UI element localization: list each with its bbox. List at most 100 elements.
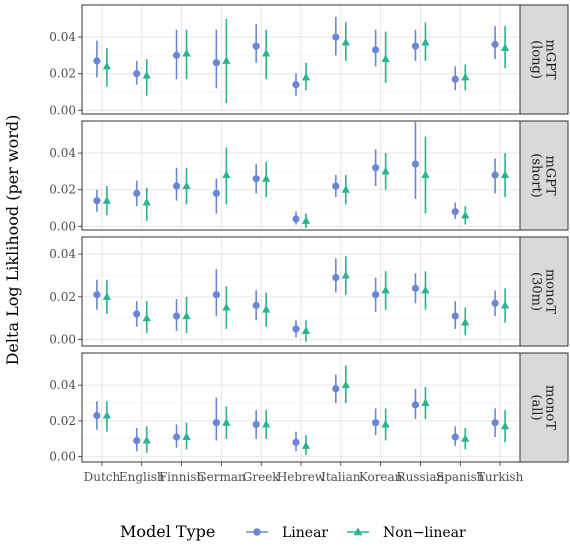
point-nonlinear	[381, 285, 390, 294]
point-nonlinear	[500, 170, 510, 179]
point-nonlinear	[102, 411, 112, 419]
point-nonlinear	[182, 49, 191, 57]
point-linear	[292, 325, 300, 333]
x-tick-label: Dutch	[84, 470, 121, 484]
facet-strip-label: mGPT(short)	[528, 153, 557, 197]
point-nonlinear	[262, 49, 271, 57]
facet-strip-label-line2: (all)	[528, 394, 543, 420]
point-linear	[172, 51, 181, 59]
point-nonlinear	[421, 285, 430, 294]
point-linear	[332, 33, 340, 41]
point-nonlinear	[461, 72, 470, 81]
point-nonlinear	[182, 181, 191, 190]
y-axis-title: Delta Log Liklihood (per word)	[3, 115, 22, 366]
point-linear	[491, 40, 499, 48]
facet-strip-label: mGPT(long)	[528, 39, 557, 79]
point-nonlinear	[182, 432, 191, 440]
facet-strip-label-line1: mGPT	[543, 155, 558, 195]
point-linear	[292, 438, 300, 446]
legend-label: Non−linear	[383, 525, 466, 541]
panel-3: 0.00 0.02 0.04 monoT(30m)	[49, 236, 569, 347]
point-linear	[252, 301, 260, 309]
facet-strip-label-line2: (long)	[528, 40, 543, 79]
legend-key-triangle	[353, 527, 363, 536]
point-linear	[133, 70, 141, 78]
facet-strip	[519, 236, 569, 347]
point-nonlinear	[142, 198, 151, 206]
point-linear	[252, 42, 260, 50]
point-nonlinear	[262, 419, 271, 428]
point-nonlinear	[500, 421, 510, 430]
point-nonlinear	[461, 434, 470, 442]
point-linear	[292, 215, 300, 223]
point-nonlinear	[461, 317, 470, 326]
point-nonlinear	[341, 185, 350, 193]
facet-strip-label-line1: monoT	[543, 385, 558, 430]
point-linear	[252, 175, 260, 183]
point-nonlinear	[222, 303, 231, 311]
facet-strip-label-line2: (short)	[528, 153, 543, 197]
point-linear	[411, 284, 420, 292]
point-linear	[491, 171, 499, 179]
point-linear	[133, 310, 141, 318]
point-linear	[411, 160, 420, 168]
y-tick-label: 0.04	[49, 247, 76, 261]
y-tick-label: 0.04	[49, 30, 76, 44]
legend-title: Model Type	[120, 522, 215, 541]
panel-4: 0.00 0.02 0.04 monoT(all)	[49, 352, 569, 464]
point-nonlinear	[102, 196, 112, 204]
facet-strip-label-line1: mGPT	[543, 39, 558, 79]
legend-key-circle	[253, 528, 261, 536]
point-linear	[212, 59, 220, 67]
point-linear	[332, 274, 340, 282]
point-nonlinear	[301, 72, 311, 81]
x-axis-tick-labels: DutchEnglishFinnishGermanGreekHebrewItal…	[84, 462, 524, 484]
y-tick-label: 0.00	[49, 450, 76, 464]
point-linear	[212, 189, 220, 197]
y-tick-label: 0.02	[49, 183, 76, 197]
point-linear	[133, 189, 141, 197]
facet-strip	[519, 120, 569, 231]
point-linear	[93, 291, 101, 299]
point-nonlinear	[341, 380, 350, 389]
point-nonlinear	[142, 313, 151, 322]
panels: 0.000.020.04mGPT(long)0.000.020.04mGPT(s…	[49, 4, 569, 464]
point-linear	[172, 433, 181, 441]
point-linear	[252, 420, 260, 429]
point-nonlinear	[222, 56, 231, 64]
point-linear	[411, 42, 420, 50]
point-linear	[212, 419, 220, 427]
x-tick-label: Spanish	[436, 470, 485, 484]
point-linear	[451, 433, 459, 441]
point-nonlinear	[341, 270, 350, 279]
point-nonlinear	[381, 54, 390, 63]
point-nonlinear	[102, 292, 112, 300]
point-linear	[372, 164, 380, 172]
point-linear	[372, 291, 380, 299]
facet-strip	[519, 4, 569, 115]
point-linear	[93, 411, 101, 420]
point-nonlinear	[381, 166, 390, 175]
point-nonlinear	[341, 38, 350, 46]
facet-strip-label-line1: monoT	[543, 269, 558, 314]
x-tick-label: Greek	[243, 470, 281, 484]
x-tick-label: German	[197, 470, 246, 484]
facet-strip-label: monoT(all)	[528, 385, 557, 430]
point-nonlinear	[222, 418, 231, 426]
x-tick-label: Russian	[397, 470, 445, 484]
point-nonlinear	[262, 305, 271, 313]
point-nonlinear	[301, 216, 311, 224]
x-tick-label: Finnish	[159, 470, 205, 484]
x-tick-label: English	[119, 470, 165, 484]
point-linear	[93, 57, 101, 65]
x-tick-label: Hebrew	[277, 470, 326, 484]
point-nonlinear	[301, 326, 311, 335]
point-nonlinear	[461, 210, 470, 219]
point-linear	[372, 46, 380, 54]
point-nonlinear	[262, 174, 271, 182]
point-nonlinear	[421, 170, 430, 179]
facet-strip-label-line2: (30m)	[528, 272, 543, 311]
point-nonlinear	[500, 300, 510, 309]
point-linear	[451, 312, 459, 320]
